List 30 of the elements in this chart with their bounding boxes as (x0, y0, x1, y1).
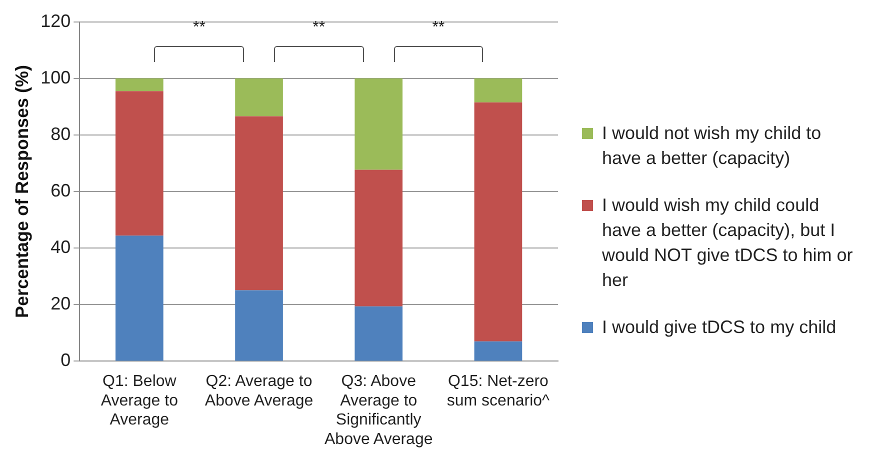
y-tick-label: 20 (50, 294, 71, 314)
bar (116, 236, 164, 361)
bar (474, 102, 522, 342)
bar (235, 290, 283, 361)
bar (235, 116, 283, 290)
y-tick-label: 60 (50, 180, 71, 200)
bar (354, 78, 403, 170)
y-tick-label: 120 (40, 10, 71, 31)
bar (116, 91, 164, 236)
x-tick-label: Q1: Below Average to Average (100, 373, 178, 429)
bar (474, 78, 522, 102)
legend-label: I would wish my child could have a better (capacity), but I would NOT give tDCS to him or her (602, 194, 854, 292)
x-tick-label: Q15: Net-zero sum scenario^ (446, 373, 550, 410)
y-tick-label: 40 (50, 237, 71, 258)
bar (235, 78, 283, 116)
bar (354, 170, 403, 306)
x-tick-label: Q3: Above Average to Significantly Above Average (324, 373, 433, 448)
y-axis-title: Percentage of Responses (%) (12, 64, 32, 318)
annotation: ** (193, 19, 206, 36)
y-tick-label: 80 (50, 124, 71, 144)
annotation: ** (312, 19, 326, 36)
bar (116, 78, 164, 92)
legend-label: I would not wish my child to have a better (capacity) (602, 122, 822, 170)
y-tick-label: 0 (60, 350, 71, 370)
x-tick-label: Q2: Average to Above Average (204, 373, 314, 410)
annotation: ** (432, 19, 445, 36)
y-tick-label: 100 (40, 67, 71, 88)
bar (354, 306, 403, 361)
bar (474, 341, 522, 361)
legend-label: I would give tDCS to my child (602, 316, 836, 339)
